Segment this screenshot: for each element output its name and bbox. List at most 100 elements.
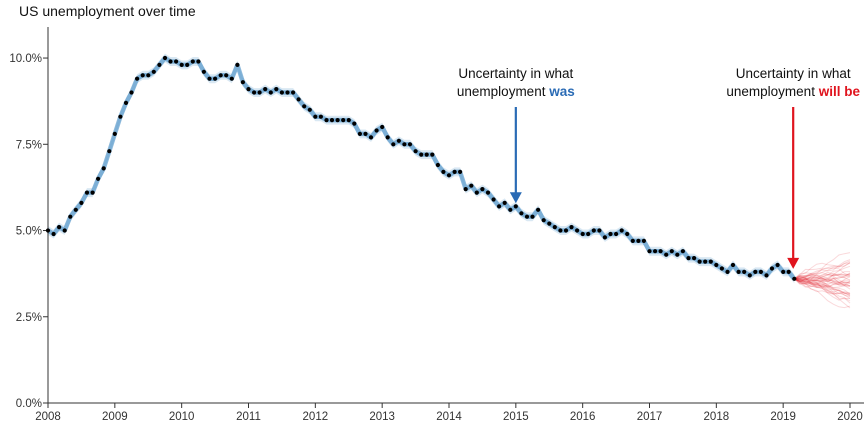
chart-title: US unemployment over time <box>19 3 196 19</box>
data-point <box>552 225 557 230</box>
data-point <box>157 62 162 67</box>
annotation-line2-prefix: unemployment <box>726 84 818 99</box>
data-point <box>73 207 78 212</box>
x-tick-label: 2008 <box>35 411 61 423</box>
data-point <box>569 225 574 230</box>
data-point <box>736 269 741 274</box>
data-point <box>680 249 686 254</box>
x-tick-label: 2009 <box>102 411 128 423</box>
forecast-path <box>794 278 851 284</box>
forecast-path <box>794 262 851 280</box>
data-point <box>207 76 212 81</box>
x-tick-label: 2010 <box>169 411 195 423</box>
data-point <box>664 252 669 257</box>
forecast-path <box>794 265 851 282</box>
data-point <box>697 259 702 264</box>
forecast-path <box>794 278 851 297</box>
forecast-path <box>794 278 851 295</box>
data-point <box>57 225 62 230</box>
data-point <box>480 187 485 192</box>
data-point <box>708 259 713 264</box>
forecast-path <box>794 276 851 294</box>
data-point <box>313 114 318 119</box>
data-point <box>335 118 340 123</box>
forecast-path <box>794 272 851 283</box>
data-point <box>185 62 190 67</box>
data-point <box>636 238 641 243</box>
data-point <box>686 256 691 261</box>
data-point <box>229 76 234 81</box>
data-point <box>174 59 179 64</box>
forecast-path <box>794 278 851 309</box>
x-tick-label: 2011 <box>236 411 261 423</box>
data-point <box>329 118 335 123</box>
data-point <box>474 190 479 195</box>
data-point <box>485 190 491 195</box>
data-point <box>190 59 195 64</box>
data-point <box>79 200 84 205</box>
uncertainty-band-halo <box>48 53 795 284</box>
data-point <box>524 214 530 219</box>
data-point <box>424 152 429 157</box>
data-point <box>168 59 173 64</box>
annotation-line2: unemployment was <box>457 84 575 99</box>
data-point <box>658 249 663 254</box>
data-point <box>302 104 307 109</box>
annotation-emphasis: was <box>548 84 575 99</box>
data-point <box>246 87 251 92</box>
data-point <box>363 131 368 136</box>
data-point <box>730 262 736 268</box>
data-point <box>257 90 262 95</box>
data-point <box>218 73 223 78</box>
data-point <box>558 228 563 233</box>
data-point <box>352 121 357 126</box>
data-point <box>747 273 752 278</box>
data-point <box>84 190 90 195</box>
annotation-line2: unemployment will be <box>726 84 860 99</box>
forecast-path <box>794 273 851 283</box>
data-point <box>530 214 535 219</box>
data-point <box>692 256 697 261</box>
data-point <box>575 228 580 233</box>
data-point <box>224 73 229 78</box>
data-point <box>430 152 435 157</box>
data-point <box>307 107 312 112</box>
forecast-path <box>794 267 851 280</box>
data-point <box>296 97 301 102</box>
data-point <box>196 59 201 64</box>
data-point <box>51 231 56 237</box>
data-point <box>112 131 117 136</box>
data-point <box>625 231 630 237</box>
data-point <box>446 173 452 178</box>
data-point <box>647 249 652 254</box>
forecast-path <box>794 278 851 288</box>
data-point <box>614 231 619 237</box>
annotation-arrowhead <box>509 192 522 204</box>
annotation-arrowhead <box>787 257 800 269</box>
forecast-path <box>794 278 851 286</box>
data-point <box>374 128 379 133</box>
data-point <box>703 259 708 264</box>
forecast-fan <box>793 252 851 309</box>
forecast-path <box>794 271 850 286</box>
data-point <box>419 152 424 157</box>
y-tick-label: 7.5% <box>16 139 42 151</box>
forecast-path <box>794 273 851 284</box>
y-tick-label: 5.0% <box>16 226 42 238</box>
data-point <box>725 269 730 274</box>
forecast-path <box>793 278 851 304</box>
annotations: Uncertainty in what unemployment was Uncer… <box>457 66 860 269</box>
data-point <box>346 118 351 123</box>
data-point <box>396 138 401 143</box>
data-point <box>252 90 257 95</box>
data-point <box>118 114 123 119</box>
data-point <box>458 169 463 174</box>
forecast-path <box>794 274 851 282</box>
data-point <box>441 169 446 174</box>
data-point <box>357 131 362 136</box>
data-point <box>324 118 329 123</box>
data-point <box>753 269 758 274</box>
forecast-path <box>794 278 851 289</box>
data-points <box>45 55 797 281</box>
data-point <box>497 204 502 209</box>
